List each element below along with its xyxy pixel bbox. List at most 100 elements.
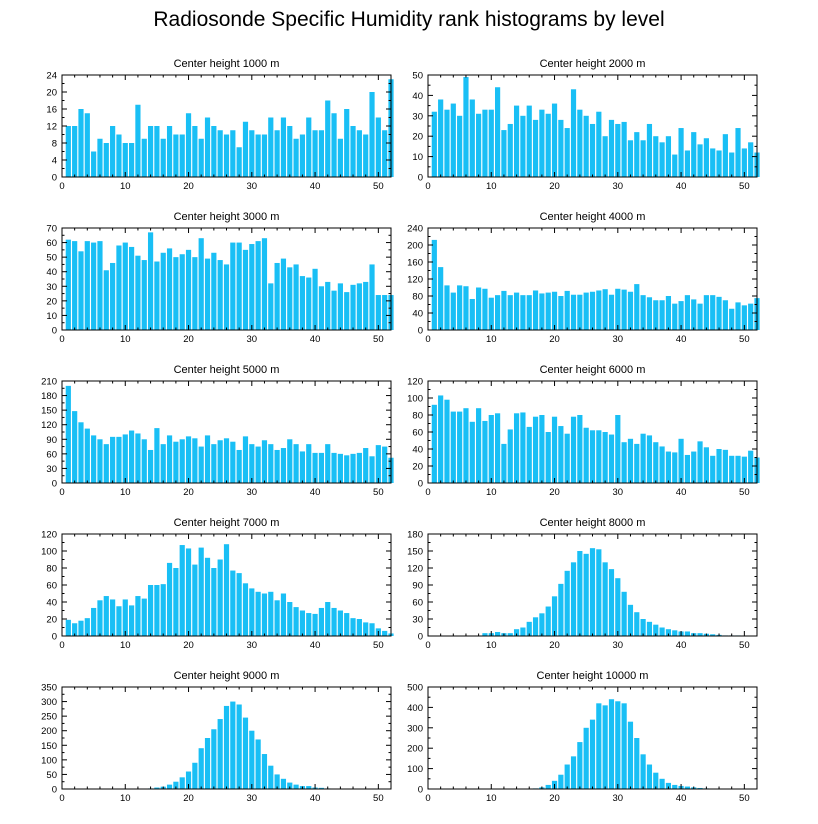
histogram-bar <box>204 557 211 636</box>
histogram-bar <box>653 772 659 789</box>
histogram-bar <box>97 600 103 636</box>
histogram-bar <box>185 436 192 483</box>
histogram-bar <box>147 449 154 483</box>
histogram-bar <box>179 439 185 483</box>
histogram-bar <box>545 606 551 636</box>
histogram-bar <box>230 242 236 330</box>
panel-title: Center height 6000 m <box>540 364 646 376</box>
histogram-bar <box>147 126 154 177</box>
y-tick-label: 60 <box>46 449 57 460</box>
histogram-bar <box>91 435 97 483</box>
histogram-bar <box>173 568 179 636</box>
panel-1: Center height 1000 m 0 10 20 30 40 50 0 4 8 12 16 20… <box>46 58 394 192</box>
y-tick-label: 100 <box>407 394 423 405</box>
histogram-bar <box>236 147 242 177</box>
x-tick-label: 0 <box>425 640 430 651</box>
histogram-bar <box>160 444 166 483</box>
histogram-bar <box>621 289 627 331</box>
histogram-bar <box>697 787 703 789</box>
histogram-bar <box>545 292 551 330</box>
y-tick-label: 120 <box>41 530 57 541</box>
y-tick-label: 100 <box>41 547 57 558</box>
y-tick-label: 20 <box>46 296 57 307</box>
panel-title: Center height 5000 m <box>174 364 280 376</box>
histogram-bar <box>129 143 135 177</box>
x-tick-label: 10 <box>120 793 131 804</box>
y-tick-label: 4 <box>52 156 57 167</box>
x-tick-label: 20 <box>549 793 560 804</box>
histogram-bar <box>659 446 665 483</box>
histogram-bar <box>495 87 501 177</box>
histogram-bar <box>716 449 722 483</box>
histogram-bar <box>602 562 608 636</box>
histogram-bar <box>280 117 287 177</box>
histogram-bar <box>621 703 627 789</box>
histogram-bar <box>507 295 513 330</box>
x-tick-label: 50 <box>739 181 750 192</box>
histogram-bar <box>97 241 103 330</box>
histogram-bar <box>147 585 154 636</box>
histogram-bar <box>325 281 331 330</box>
histogram-bar <box>318 452 324 483</box>
histogram-bar <box>293 784 299 789</box>
histogram-bar <box>78 422 84 483</box>
histogram-bar <box>179 254 185 330</box>
histogram-bar <box>236 242 242 330</box>
y-tick-label: 0 <box>418 326 423 337</box>
y-tick-label: 210 <box>41 377 57 388</box>
histogram-bar <box>287 782 293 789</box>
x-tick-label: 30 <box>613 487 624 498</box>
x-tick-label: 0 <box>425 334 430 345</box>
histogram-bar <box>249 588 255 636</box>
histogram-bar <box>431 239 437 330</box>
histogram-bar <box>147 232 154 330</box>
panel-title: Center height 10000 m <box>537 670 649 682</box>
histogram-bar <box>198 138 204 177</box>
histogram-bar <box>596 430 602 483</box>
histogram-bar <box>438 99 444 177</box>
panel-2: Center height 2000 m 0 10 20 30 40 50 0 10 20 30 40… <box>412 58 760 192</box>
y-tick-label: 300 <box>407 723 423 734</box>
histogram-bar <box>507 633 513 636</box>
x-tick-label: 50 <box>373 487 384 498</box>
histogram-bar <box>211 729 217 789</box>
histogram-bar <box>735 455 741 483</box>
histogram-bar <box>179 134 185 177</box>
histogram-bar <box>589 430 596 483</box>
histogram-bar <box>457 115 463 177</box>
y-tick-label: 150 <box>41 741 57 752</box>
histogram-bar <box>596 290 602 330</box>
x-tick-label: 40 <box>676 640 687 651</box>
histogram-bar <box>513 292 520 330</box>
x-tick-label: 40 <box>676 793 687 804</box>
histogram-bar <box>299 134 306 177</box>
histogram-bar <box>299 276 306 330</box>
x-tick-label: 20 <box>549 487 560 498</box>
histogram-bar <box>192 257 198 330</box>
histogram-bar <box>659 778 665 789</box>
x-tick-label: 30 <box>613 793 624 804</box>
histogram-bar <box>532 416 539 483</box>
histogram-bar <box>211 252 217 330</box>
histogram-bar <box>570 756 577 789</box>
histogram-bar <box>280 778 287 789</box>
x-tick-label: 10 <box>486 793 497 804</box>
histogram-bar <box>551 103 558 177</box>
y-tick-label: 40 <box>46 267 57 278</box>
histogram-bar <box>255 739 261 789</box>
histogram-bar <box>185 113 192 177</box>
histogram-bar <box>583 292 589 330</box>
histogram-bar <box>325 100 331 177</box>
histogram-bar <box>520 295 526 330</box>
histogram-bar <box>344 455 350 483</box>
x-tick-label: 10 <box>486 640 497 651</box>
histogram-bar <box>312 452 318 483</box>
histogram-bar <box>564 128 570 177</box>
histogram-bar <box>154 787 160 789</box>
y-tick-label: 0 <box>52 326 57 337</box>
x-tick-label: 50 <box>373 640 384 651</box>
x-tick-label: 0 <box>425 793 430 804</box>
histogram-bar <box>596 549 602 636</box>
histogram-bar <box>621 442 627 483</box>
histogram-bar <box>255 241 261 330</box>
